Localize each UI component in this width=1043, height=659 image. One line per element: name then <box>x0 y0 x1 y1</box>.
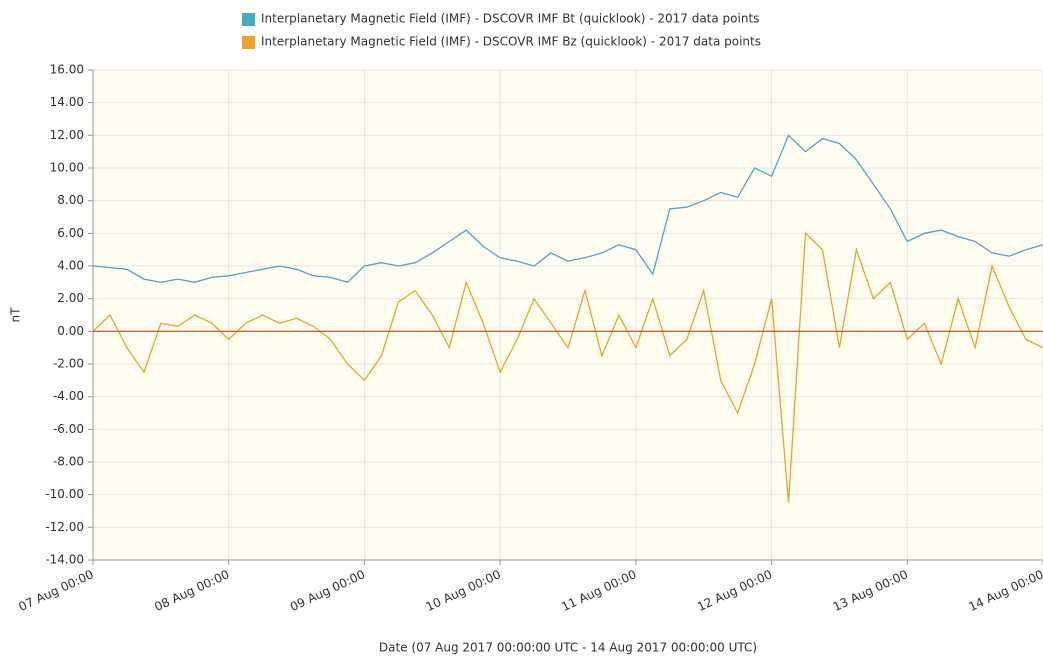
x-tick-label: 07 Aug 00:00 <box>16 567 95 614</box>
y-tick-label: 2.00 <box>57 291 84 305</box>
y-tick-label: -12.00 <box>45 520 84 534</box>
plot-background <box>93 70 1043 560</box>
x-tick-label: 14 Aug 00:00 <box>966 567 1043 614</box>
y-tick-label: 4.00 <box>57 259 84 273</box>
y-tick-label: -8.00 <box>53 455 84 469</box>
legend-label: Interplanetary Magnetic Field (IMF) - DS… <box>261 12 759 26</box>
y-tick-label: 0.00 <box>57 324 84 338</box>
y-tick-label: 12.00 <box>50 128 84 142</box>
x-tick-label: 12 Aug 00:00 <box>695 567 774 614</box>
x-tick-label: 09 Aug 00:00 <box>288 567 367 614</box>
y-tick-label: -2.00 <box>53 357 84 371</box>
legend-label: Interplanetary Magnetic Field (IMF) - DS… <box>261 35 761 49</box>
x-tick-label: 10 Aug 00:00 <box>424 567 503 614</box>
x-tick-label: 13 Aug 00:00 <box>831 567 910 614</box>
series-line <box>92 231 1043 503</box>
y-tick-label: 16.00 <box>50 63 84 77</box>
legend-swatch <box>242 13 255 26</box>
y-tick-label: -10.00 <box>45 487 84 501</box>
y-tick-label: -6.00 <box>53 422 84 436</box>
y-tick-label: 10.00 <box>50 161 84 175</box>
y-axis-label: nT <box>9 307 23 323</box>
y-tick-label: -4.00 <box>53 389 84 403</box>
y-tick-label: 8.00 <box>57 193 84 207</box>
y-tick-label: 14.00 <box>50 95 84 109</box>
x-tick-label: 08 Aug 00:00 <box>152 567 231 614</box>
legend-swatch <box>242 36 255 49</box>
series-line <box>92 134 1043 284</box>
x-tick-label: 11 Aug 00:00 <box>559 567 638 614</box>
x-axis-label: Date (07 Aug 2017 00:00:00 UTC - 14 Aug … <box>379 641 757 655</box>
y-tick-label: 6.00 <box>57 226 84 240</box>
y-tick-label: -14.00 <box>45 553 84 567</box>
